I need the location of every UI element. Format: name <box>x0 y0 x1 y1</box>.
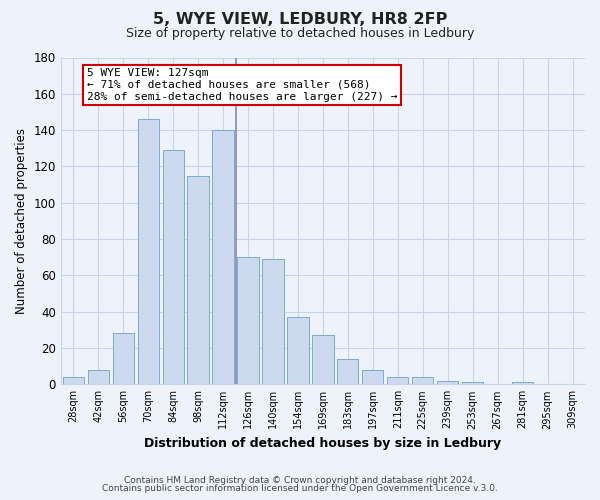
Bar <box>337 359 358 384</box>
Bar <box>113 334 134 384</box>
Bar <box>212 130 233 384</box>
Bar <box>462 382 483 384</box>
Text: 5, WYE VIEW, LEDBURY, HR8 2FP: 5, WYE VIEW, LEDBURY, HR8 2FP <box>153 12 447 28</box>
Bar <box>437 380 458 384</box>
Bar <box>88 370 109 384</box>
Bar <box>387 377 409 384</box>
Bar <box>238 257 259 384</box>
Bar <box>62 377 84 384</box>
Bar <box>512 382 533 384</box>
X-axis label: Distribution of detached houses by size in Ledbury: Distribution of detached houses by size … <box>145 437 502 450</box>
Bar <box>312 336 334 384</box>
Text: Size of property relative to detached houses in Ledbury: Size of property relative to detached ho… <box>126 28 474 40</box>
Text: Contains public sector information licensed under the Open Government Licence v.: Contains public sector information licen… <box>102 484 498 493</box>
Bar <box>187 176 209 384</box>
Bar <box>137 119 159 384</box>
Bar <box>287 317 308 384</box>
Bar <box>163 150 184 384</box>
Text: Contains HM Land Registry data © Crown copyright and database right 2024.: Contains HM Land Registry data © Crown c… <box>124 476 476 485</box>
Y-axis label: Number of detached properties: Number of detached properties <box>15 128 28 314</box>
Bar <box>262 259 284 384</box>
Bar <box>362 370 383 384</box>
Bar <box>412 377 433 384</box>
Text: 5 WYE VIEW: 127sqm
← 71% of detached houses are smaller (568)
28% of semi-detach: 5 WYE VIEW: 127sqm ← 71% of detached hou… <box>87 68 398 102</box>
